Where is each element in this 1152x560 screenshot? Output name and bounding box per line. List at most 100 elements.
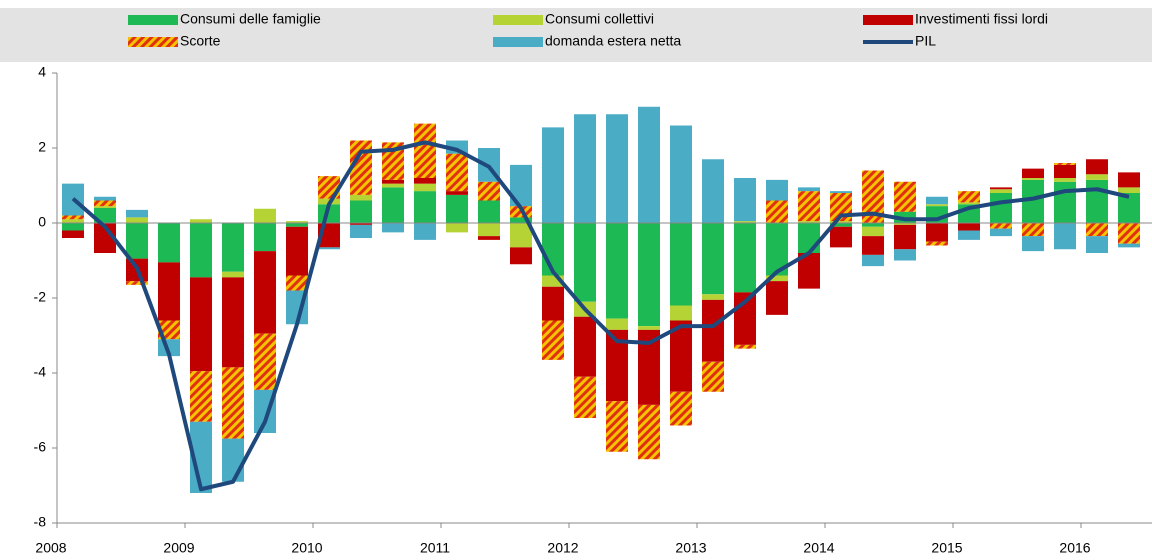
bar-segment [766, 223, 788, 276]
y-tick-label: -8 [34, 514, 47, 530]
bar-segment [670, 320, 692, 392]
bar-segment [94, 208, 116, 223]
bar-segment [510, 247, 532, 265]
bar-segment [830, 221, 852, 223]
bar-segment [222, 277, 244, 368]
bar-segment [126, 209, 148, 218]
bar-segment [862, 236, 884, 255]
bar-segment [478, 236, 500, 240]
bar-segment [638, 329, 660, 405]
bar-segment [638, 404, 660, 460]
bar-segment [1054, 178, 1076, 182]
bar-segment [126, 217, 148, 223]
x-tick-label: 2015 [931, 540, 962, 556]
bar-segment [990, 223, 1012, 229]
bar-segment [734, 344, 756, 349]
bar-segment [734, 221, 756, 223]
bar-segment [94, 206, 116, 208]
bar-segment [190, 219, 212, 223]
bar-segment [1054, 164, 1076, 178]
bar-segment [734, 223, 756, 293]
bar-segment [862, 254, 884, 267]
bar-segment [670, 125, 692, 223]
bar-segment [414, 191, 436, 223]
bar-segment [1054, 223, 1076, 250]
bar-segment [766, 179, 788, 201]
bar-segment [382, 223, 404, 233]
bar-segment [1022, 179, 1044, 223]
bar-segment [926, 204, 948, 207]
bar-segment [702, 299, 724, 362]
bar-segment [638, 106, 660, 223]
bar-segment [510, 217, 532, 223]
bar-segment [670, 391, 692, 426]
legend-background [0, 8, 1152, 62]
bar-segment [510, 223, 532, 248]
bar-segment [638, 223, 660, 327]
bar-segment [798, 223, 820, 253]
x-tick-label: 2012 [547, 540, 578, 556]
legend-swatch [128, 37, 178, 47]
bar-segment [766, 275, 788, 282]
bar-segment [702, 294, 724, 300]
bar-segment [350, 194, 372, 201]
bar-segment [798, 191, 820, 222]
bar-segment [926, 196, 948, 205]
x-tick-label: 2016 [1059, 540, 1090, 556]
bar-segment [254, 223, 276, 252]
bar-segment [542, 286, 564, 321]
bar-segment [542, 127, 564, 223]
bar-segment [414, 123, 436, 178]
bar-segment [990, 228, 1012, 237]
bar-segment [862, 170, 884, 223]
bar-segment [574, 114, 596, 223]
bar-segment [350, 224, 372, 238]
x-tick-label: 2009 [163, 540, 194, 556]
bar-segment [894, 181, 916, 212]
bar-segment [62, 223, 84, 231]
x-tick-label: 2014 [803, 540, 834, 556]
legend-label: domanda estera netta [545, 33, 681, 49]
bar-segment [990, 193, 1012, 223]
legend-swatch [863, 15, 913, 25]
bar-segment [1118, 187, 1140, 193]
bar-segment [830, 226, 852, 248]
bar-segment [1086, 236, 1108, 253]
bar-segment [94, 196, 116, 201]
bar-segment [414, 223, 436, 240]
bar-segment [382, 179, 404, 184]
y-tick-label: 0 [38, 214, 46, 230]
y-tick-label: -2 [34, 289, 47, 305]
bar-segment [1054, 181, 1076, 223]
bar-segment [990, 189, 1012, 193]
bar-segment [126, 281, 148, 285]
bar-segment [62, 219, 84, 223]
bar-segment [670, 223, 692, 306]
bar-segment [894, 223, 916, 225]
bar-segment [382, 187, 404, 223]
bar-segment [190, 371, 212, 422]
bar-segment [958, 223, 980, 231]
bar-segment [478, 181, 500, 201]
bar-segment [1022, 168, 1044, 178]
x-tick-label: 2008 [35, 540, 66, 556]
bar-segment [830, 223, 852, 227]
bar-segment [798, 221, 820, 223]
bar-segment [574, 376, 596, 418]
bar-segment [318, 247, 340, 250]
bar-segment [222, 367, 244, 439]
bar-segment [222, 223, 244, 272]
bar-segment [542, 275, 564, 287]
bar-segment [606, 318, 628, 330]
bar-segment [286, 226, 308, 276]
bar-segment [286, 223, 308, 227]
bar-segment [958, 230, 980, 240]
bar-segment [798, 187, 820, 192]
bar-segment [606, 401, 628, 452]
bar-segment [990, 187, 1012, 190]
bar-segment [702, 223, 724, 295]
bar-segment [766, 200, 788, 223]
bar-segment [862, 223, 884, 227]
bar-segment [510, 164, 532, 207]
bar-segment [254, 251, 276, 334]
